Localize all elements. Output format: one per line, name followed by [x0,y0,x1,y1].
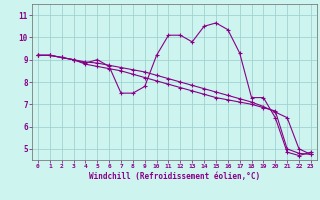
X-axis label: Windchill (Refroidissement éolien,°C): Windchill (Refroidissement éolien,°C) [89,172,260,181]
